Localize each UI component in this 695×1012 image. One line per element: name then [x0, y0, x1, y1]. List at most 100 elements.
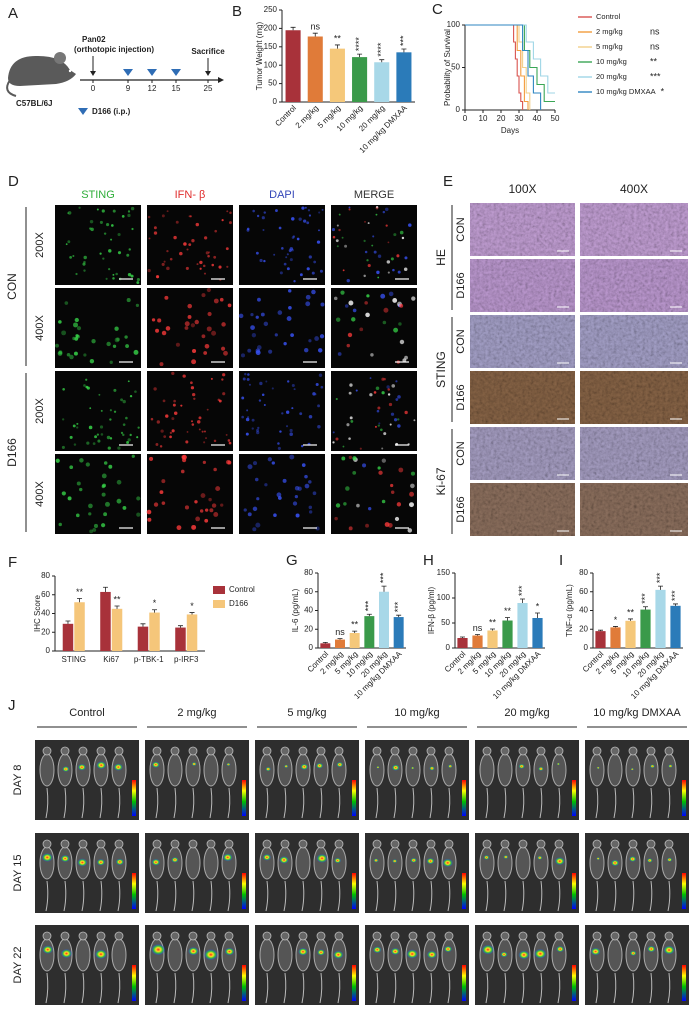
cell-signal: [278, 226, 282, 230]
cell-signal: [195, 222, 200, 227]
cell-signal: [121, 214, 125, 218]
mouse-tail: [557, 972, 561, 1004]
luminescence-signal: [151, 761, 160, 768]
mouse-tail: [337, 787, 341, 819]
cell-signal: [304, 474, 308, 479]
cell-signal: [248, 383, 251, 386]
cell-signal: [108, 464, 113, 469]
image-background: [55, 371, 141, 451]
y-tick-label: 100: [437, 593, 451, 602]
imaging-frame: [475, 833, 579, 913]
mouse-body: [387, 938, 403, 972]
ihc-image: [580, 315, 688, 368]
image-background: [239, 454, 325, 534]
cell-signal: [101, 473, 107, 479]
cell-signal: [206, 408, 209, 411]
mouse-head: [554, 839, 564, 849]
cell-signal: [113, 410, 117, 413]
group-label: CON: [455, 441, 467, 466]
cell-signal: [273, 513, 277, 517]
error-bar: [102, 586, 108, 592]
cell-signal: [348, 526, 353, 531]
cell-signal: [223, 350, 228, 356]
cell-signal: [211, 503, 217, 508]
cell-signal: [352, 470, 357, 475]
cell-signal: [259, 258, 263, 263]
cell-signal: [116, 479, 122, 485]
mouse-body: [203, 753, 219, 787]
ihc-image: [470, 203, 575, 256]
y-tick-label: 60: [579, 587, 588, 596]
mouse-body: [167, 753, 183, 787]
bar: [487, 630, 498, 648]
cell-signal: [285, 256, 288, 259]
mouse-body: [441, 753, 457, 787]
cell-signal: [281, 247, 284, 250]
group-header: 10 mg/kg DMXAA: [593, 707, 681, 719]
cell-signal: [222, 373, 226, 377]
y-tick-label: 150: [264, 42, 278, 51]
cell-signal: [76, 422, 79, 425]
cell-signal: [241, 415, 244, 419]
cell-signal: [255, 315, 259, 319]
mouse-body: [661, 753, 677, 787]
mouse-head: [426, 931, 436, 941]
mouse-tail: [631, 787, 635, 819]
cell-signal: [163, 435, 167, 438]
mouse-head: [170, 746, 180, 756]
bar: [285, 30, 301, 103]
cell-signal: [220, 503, 224, 507]
cell-signal: [292, 235, 296, 238]
y-tick-label: 200: [264, 24, 278, 33]
cell-signal: [308, 414, 313, 419]
cell-signal: [374, 425, 377, 428]
legend-label: Control: [596, 12, 621, 21]
mouse-head: [224, 931, 234, 941]
significance: ns: [310, 22, 320, 32]
y-tick-label: 100: [264, 60, 278, 69]
cell-signal: [102, 257, 105, 260]
cell-signal: [315, 383, 319, 387]
cell-signal: [131, 454, 135, 458]
cell-signal: [193, 397, 196, 400]
cell-signal: [213, 255, 217, 259]
cell-signal: [185, 440, 189, 444]
mouse-body: [185, 846, 201, 880]
mouse-tail: [521, 972, 525, 1004]
cell-signal: [318, 373, 323, 377]
mouse-tail: [155, 787, 159, 819]
cell-signal: [346, 278, 350, 283]
mouse-head: [390, 839, 400, 849]
cell-signal: [159, 362, 164, 367]
x-tick-label: 2 mg/kg: [294, 104, 320, 130]
y-tick-label: 0: [584, 643, 589, 652]
cell-signal: [393, 327, 399, 333]
imaging-frame: [35, 740, 139, 820]
cell-signal: [206, 326, 212, 332]
mouse-head: [500, 839, 510, 849]
cell-signal: [106, 435, 111, 440]
mouse-tail: [81, 787, 85, 819]
mouse-head: [482, 839, 492, 849]
cell-signal: [161, 479, 166, 484]
bar: [175, 627, 186, 651]
luminescence-signal: [77, 858, 88, 867]
cell-signal: [296, 237, 300, 241]
mouse-body: [39, 753, 55, 787]
cell-signal: [287, 380, 290, 383]
x-tick-label: Ki67: [103, 655, 120, 664]
imaging-frame: [145, 925, 249, 1005]
luminescence-signal: [284, 764, 289, 768]
mouse-tail: [117, 972, 121, 1004]
color-scale: [352, 873, 356, 909]
cell-signal: [299, 412, 303, 416]
cell-signal: [293, 280, 296, 283]
mouse-tail: [209, 787, 213, 819]
imaging-frame: [585, 833, 689, 913]
luminescence-signal: [300, 763, 309, 770]
y-tick-label: 50: [451, 63, 460, 72]
mouse-tail: [155, 972, 159, 1004]
mouse-body: [497, 846, 513, 880]
image-background: [147, 371, 233, 451]
mouse-head: [500, 931, 510, 941]
